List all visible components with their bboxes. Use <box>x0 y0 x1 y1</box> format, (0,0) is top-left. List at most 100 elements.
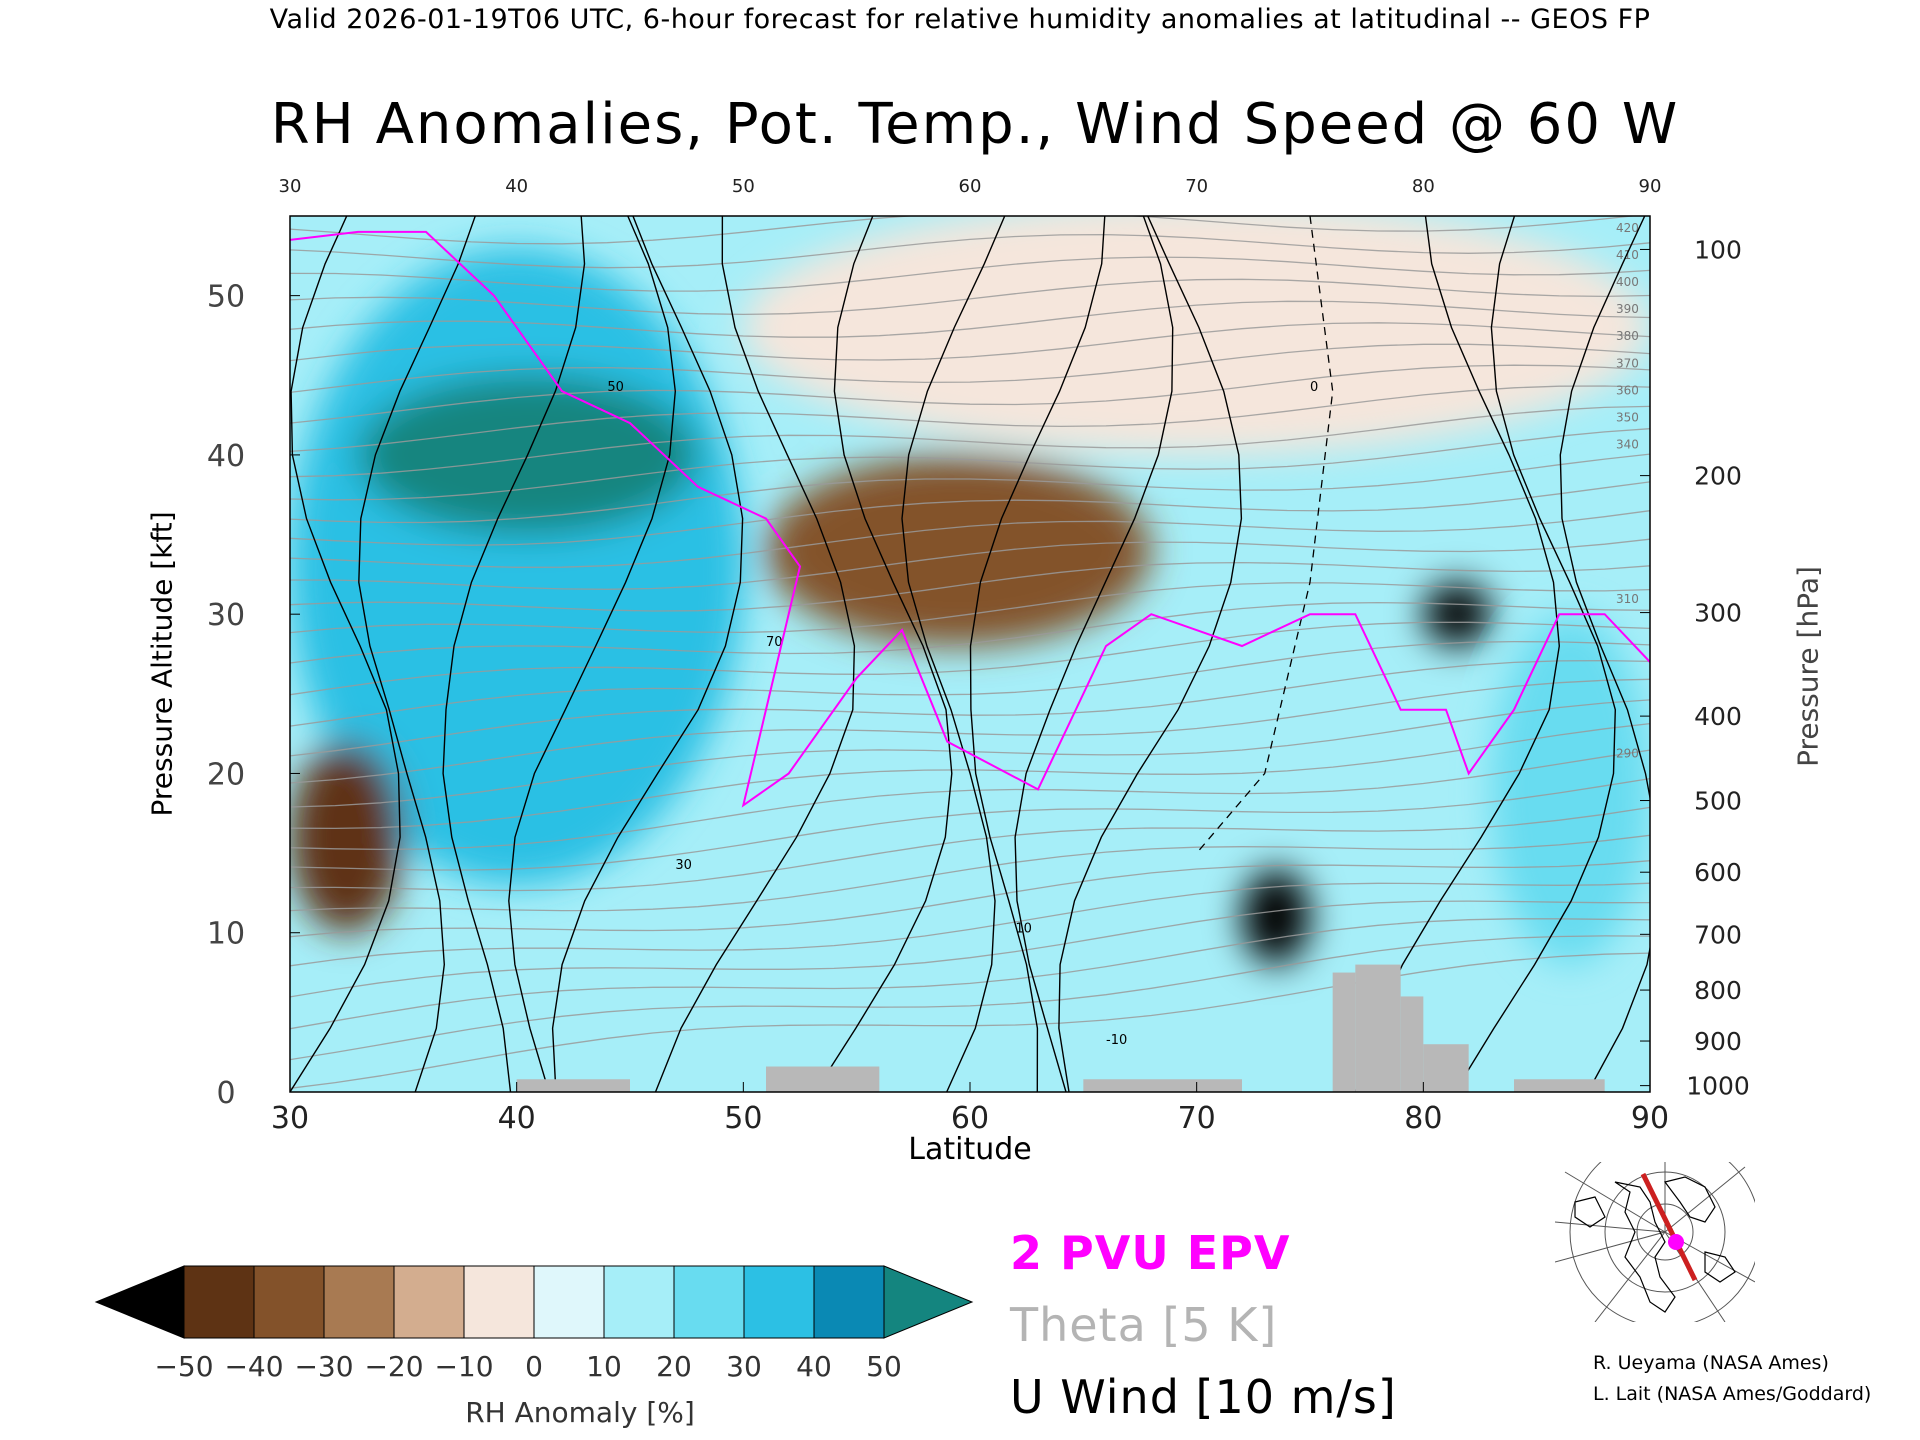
x-tick-label-2: 50 <box>724 1101 762 1136</box>
epv-contour <box>290 230 1650 808</box>
theta-line-1 <box>290 935 1650 1061</box>
theta-line-14 <box>290 640 1650 727</box>
p-tick-label-6: 700 <box>1694 920 1742 949</box>
wind-label-3: 0 <box>1310 380 1318 395</box>
wind-line-2 <box>442 216 586 1092</box>
wind-contours: 50 30 10 0 -10 70 <box>290 216 1650 1092</box>
theta-line-29 <box>290 300 1650 338</box>
x-top-tick-label-0: 30 <box>279 176 302 197</box>
theta-label-1: 410 <box>1616 248 1639 262</box>
theta-line-17 <box>290 582 1650 634</box>
theta-label-10: 290 <box>1616 747 1639 761</box>
theta-line-4 <box>290 882 1650 967</box>
theta-line-21 <box>290 481 1650 546</box>
x-top-tick-label-1: 40 <box>505 176 528 197</box>
wind-line-9 <box>1014 216 1174 1092</box>
terrain-block-6 <box>1423 1044 1469 1092</box>
wind-line-3 <box>508 216 677 1092</box>
wind-line-4 <box>551 216 744 1092</box>
x-tick-label-1: 40 <box>498 1101 536 1136</box>
rh-region-2 <box>290 741 404 933</box>
terrain-block-4 <box>1355 964 1401 1092</box>
x-tick-label-6: 90 <box>1631 1101 1669 1136</box>
theta-label-5: 370 <box>1616 356 1639 370</box>
y-tick-label-0: 0 <box>216 1076 235 1111</box>
credits: R. Ueyama (NASA Ames) L. Lait (NASA Ames… <box>1593 1348 1871 1410</box>
p-tick-label-8: 900 <box>1694 1027 1742 1056</box>
wind-line-10 <box>1058 216 1243 1092</box>
theta-line-32 <box>290 233 1650 269</box>
terrain-block-7 <box>1514 1079 1605 1092</box>
wind-label-2: 10 <box>1015 922 1032 937</box>
colorbar-seg-1 <box>253 1265 325 1339</box>
colorbar: −50 −40 −30 −20 −10 0 10 20 30 40 50 <box>94 1265 974 1383</box>
p-tick-label-9: 1000 <box>1686 1072 1750 1101</box>
wind-label-5: 70 <box>766 635 783 650</box>
x-tick-label-3: 60 <box>951 1101 989 1136</box>
colorbar-over <box>883 1265 974 1339</box>
x-tick-label-0: 30 <box>271 1101 309 1136</box>
wind-line-7 <box>901 216 1006 1092</box>
x-tick-label-4: 70 <box>1178 1101 1216 1136</box>
y-axis-label: Pressure Altitude [kft] <box>145 511 179 817</box>
terrain <box>516 964 1605 1092</box>
credit-line-1: R. Ueyama (NASA Ames) <box>1593 1352 1829 1374</box>
chart-title: RH Anomalies, Pot. Temp., Wind Speed @ 6… <box>270 92 1680 157</box>
credit-line-2: L. Lait (NASA Ames/Goddard) <box>1593 1383 1872 1405</box>
p-tick-label-4: 500 <box>1694 787 1742 816</box>
theta-line-33 <box>290 216 1638 245</box>
theta-line-27 <box>290 343 1650 394</box>
header-text: Valid 2026-01-19T06 UTC, 6-hour forecast… <box>269 4 1651 35</box>
p-tick-label-1: 200 <box>1694 462 1742 491</box>
theta-line-6 <box>290 834 1650 912</box>
theta-line-25 <box>290 385 1650 453</box>
legend-theta: Theta [5 K] <box>1010 1298 1278 1352</box>
colorbar-tick-1: −40 <box>224 1350 283 1383</box>
wind-line-6 <box>814 216 953 1092</box>
colorbar-seg-0 <box>183 1265 255 1339</box>
theta-line-8 <box>290 777 1650 871</box>
theta-line-10 <box>290 722 1650 830</box>
colorbar-seg-4 <box>463 1265 535 1339</box>
theta-line-5 <box>290 860 1650 938</box>
y-tick-label-5: 50 <box>207 280 245 315</box>
rh-region-7 <box>1491 614 1650 965</box>
wind-label-1: 30 <box>675 858 692 873</box>
colorbar-tick-9: 40 <box>796 1350 832 1383</box>
p-tick-label-0: 100 <box>1694 235 1742 264</box>
wind-line-13 <box>1559 216 1650 1092</box>
theta-label-6: 360 <box>1616 383 1639 397</box>
colorbar-seg-6 <box>603 1265 675 1339</box>
p-tick-label-2: 300 <box>1694 599 1742 628</box>
theta-line-9 <box>290 749 1650 851</box>
wind-line-8 <box>969 216 1106 1092</box>
p-tick-label-3: 400 <box>1694 702 1742 731</box>
y-tick-label-1: 10 <box>207 917 245 952</box>
terrain-block-0 <box>516 1079 630 1092</box>
y-axis-right-label: Pressure [hPa] <box>1791 566 1825 767</box>
colorbar-tick-6: 10 <box>586 1350 622 1383</box>
wind-zero-dashed <box>1196 216 1334 854</box>
epv-line <box>290 230 1650 808</box>
theta-label-2: 400 <box>1616 275 1639 289</box>
theta-label-0: 420 <box>1616 221 1639 235</box>
theta-line-24 <box>290 405 1650 478</box>
theta-line-0 <box>290 952 1650 1089</box>
x-top-tick-label-5: 80 <box>1412 176 1435 197</box>
theta-label-8: 340 <box>1616 438 1639 452</box>
colorbar-seg-7 <box>673 1265 745 1339</box>
terrain-block-5 <box>1400 996 1424 1092</box>
y-tick-label-3: 30 <box>207 598 245 633</box>
colorbar-seg-8 <box>743 1265 815 1339</box>
y-tick-label-4: 40 <box>207 439 245 474</box>
theta-line-20 <box>290 510 1650 568</box>
field-regions <box>290 216 1650 965</box>
x-top-tick-label-2: 50 <box>732 176 755 197</box>
colorbar-tick-8: 30 <box>726 1350 762 1383</box>
y-tick-label-2: 20 <box>207 757 245 792</box>
rh-region-4 <box>1242 869 1310 965</box>
colorbar-label: RH Anomaly [%] <box>465 1396 695 1429</box>
theta-line-12 <box>290 678 1650 784</box>
rh-anomaly-field <box>290 216 1650 1092</box>
